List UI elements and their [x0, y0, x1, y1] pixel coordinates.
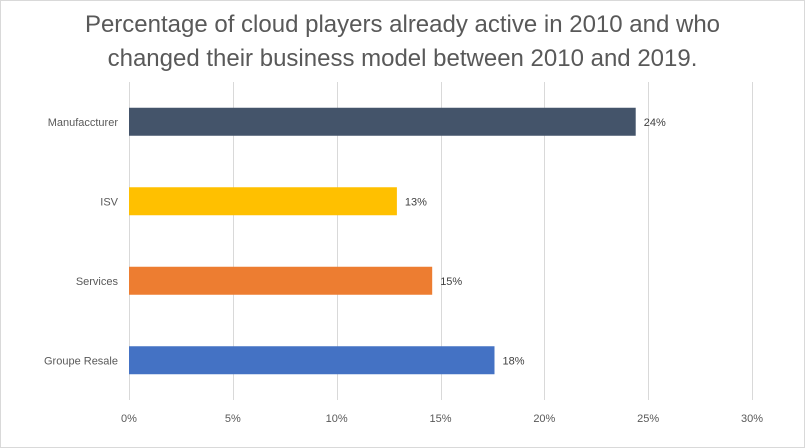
x-tick-label: 10%: [326, 413, 348, 425]
x-tick-label: 20%: [533, 413, 555, 425]
x-tick-label: 5%: [225, 413, 241, 425]
chart-title: Percentage of cloud players already acti…: [84, 11, 721, 72]
x-tick-label: 0%: [121, 413, 137, 425]
category-label: Manufaccturer: [48, 117, 119, 129]
category-label: Services: [76, 276, 119, 288]
bar: [129, 107, 636, 136]
x-tick-label: 15%: [429, 413, 451, 425]
data-label: 24%: [644, 117, 666, 129]
data-labels: 24% 13% 15% 18%: [405, 117, 666, 368]
category-label: ISV: [100, 196, 118, 208]
bars: [129, 107, 636, 375]
data-label: 13%: [405, 196, 427, 208]
x-tick-label: 30%: [741, 413, 763, 425]
bar: [129, 266, 433, 295]
x-tick-label: 25%: [637, 413, 659, 425]
bar: [129, 187, 397, 216]
bar: [129, 346, 495, 375]
category-label: Groupe Resale: [44, 355, 118, 367]
x-axis-ticks: 0% 5% 10% 15% 20% 25% 30%: [121, 413, 763, 425]
data-label: 15%: [440, 276, 462, 288]
data-label: 18%: [502, 355, 524, 367]
category-labels: Manufaccturer ISV Services Groupe Resale: [44, 117, 119, 368]
